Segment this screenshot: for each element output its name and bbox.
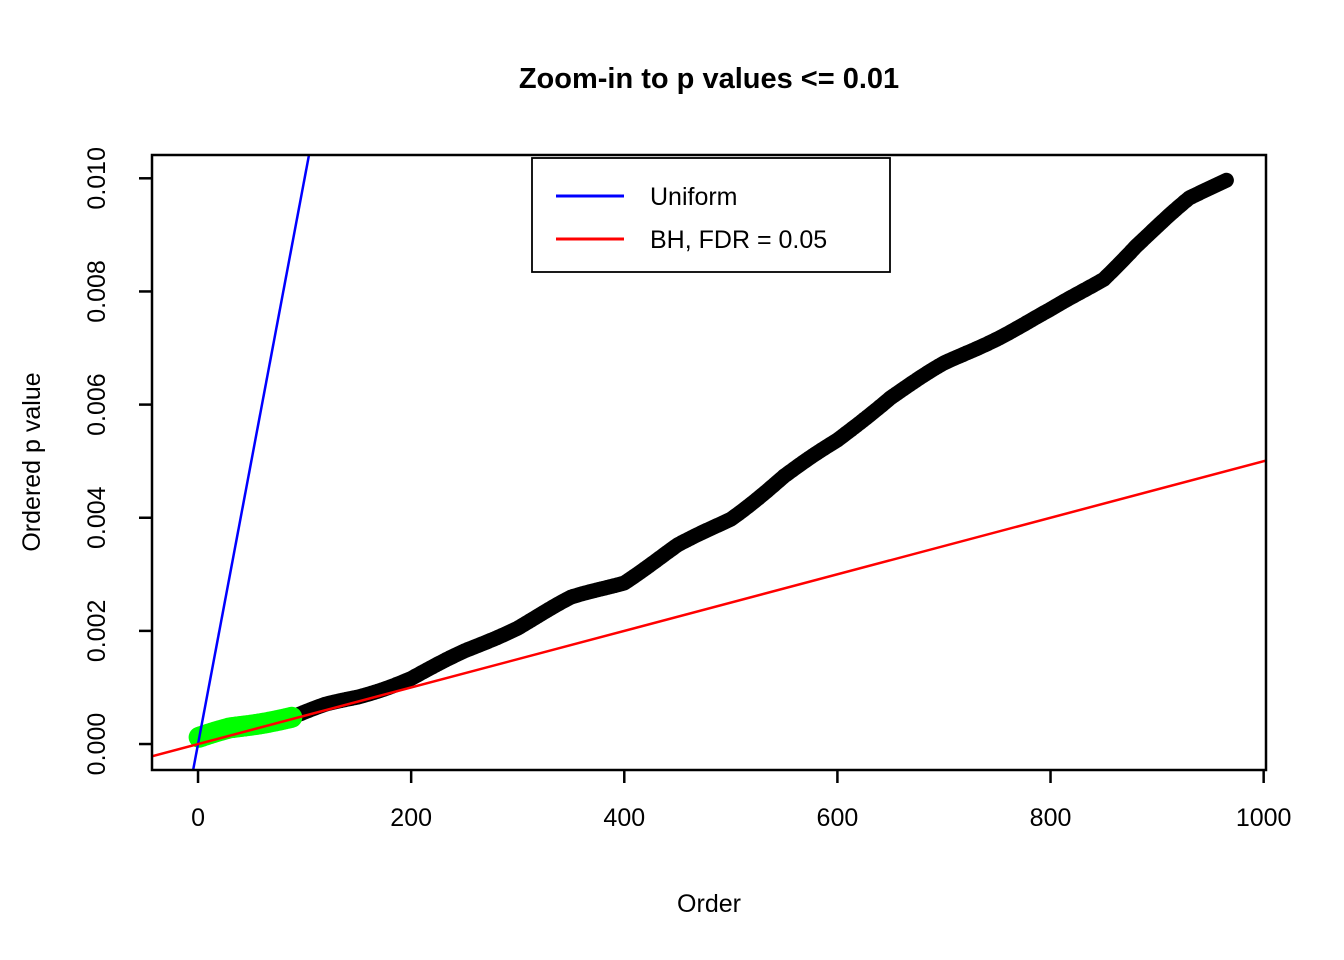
bh-significant-points [188, 706, 303, 748]
x-axis: 0 200 400 600 800 1000 [191, 770, 1291, 832]
chart-title: Zoom-in to p values <= 0.01 [519, 63, 899, 95]
bh-line [152, 459, 1266, 758]
legend-entry-label: Uniform [650, 183, 738, 211]
x-tick-label: 600 [817, 804, 859, 832]
series-layer [188, 172, 1234, 748]
y-axis-title: Ordered p value [18, 372, 46, 551]
legend-entry-label: BH, FDR = 0.05 [650, 226, 827, 254]
y-tick-label: 0.010 [83, 147, 111, 210]
legend-box [531, 157, 891, 273]
x-tick-label: 0 [191, 804, 205, 832]
y-tick-label: 0.006 [83, 373, 111, 436]
plot-frame [150, 153, 1268, 772]
x-axis-title: Order [677, 890, 741, 918]
legend: Uniform BH, FDR = 0.05 [531, 157, 891, 273]
reference-lines-layer [152, 155, 1266, 770]
y-axis: 0.000 0.002 0.004 0.006 0.008 0.010 [83, 147, 152, 775]
y-tick-label: 0.008 [83, 260, 111, 323]
x-tick-label: 200 [390, 804, 432, 832]
ordered-p-values [191, 172, 1234, 745]
y-tick-label: 0.004 [83, 486, 111, 549]
uniform-line [191, 155, 311, 770]
x-tick-label: 400 [603, 804, 645, 832]
x-tick-label: 800 [1030, 804, 1072, 832]
y-tick-label: 0.000 [83, 713, 111, 776]
x-tick-label: 1000 [1236, 804, 1292, 832]
y-tick-label: 0.002 [83, 600, 111, 663]
